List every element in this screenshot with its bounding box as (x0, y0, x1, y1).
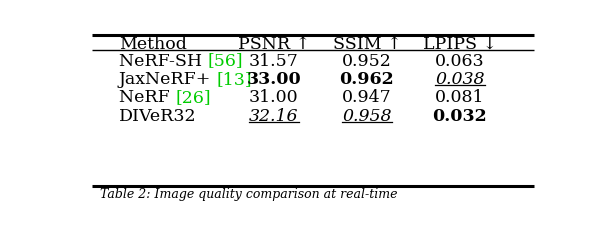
Text: [26]: [26] (175, 89, 210, 106)
Text: NeRF-SH: NeRF-SH (119, 52, 207, 69)
Text: PSNR ↑: PSNR ↑ (238, 35, 310, 52)
Text: 31.57: 31.57 (249, 52, 299, 69)
Text: 0.958: 0.958 (342, 108, 392, 124)
Text: [56]: [56] (207, 52, 243, 69)
Text: 0.962: 0.962 (340, 71, 394, 88)
Text: SSIM ↑: SSIM ↑ (332, 35, 401, 52)
Text: Method: Method (119, 35, 187, 52)
Text: 0.032: 0.032 (432, 108, 487, 124)
Text: 33.00: 33.00 (246, 71, 301, 88)
Text: 0.947: 0.947 (342, 89, 392, 106)
Text: 31.00: 31.00 (249, 89, 299, 106)
Text: 0.952: 0.952 (342, 52, 392, 69)
Text: NeRF: NeRF (119, 89, 175, 106)
Text: 0.038: 0.038 (435, 71, 484, 88)
Text: JaxNeRF+: JaxNeRF+ (119, 71, 217, 88)
Text: 0.063: 0.063 (435, 52, 485, 69)
Text: DIVeR32: DIVeR32 (119, 108, 196, 124)
Text: 32.16: 32.16 (249, 108, 299, 124)
Text: LPIPS ↓: LPIPS ↓ (423, 35, 497, 52)
Text: [13]: [13] (217, 71, 253, 88)
Text: Table 2: Image quality comparison at real-time: Table 2: Image quality comparison at rea… (99, 188, 397, 201)
Text: 0.081: 0.081 (435, 89, 484, 106)
